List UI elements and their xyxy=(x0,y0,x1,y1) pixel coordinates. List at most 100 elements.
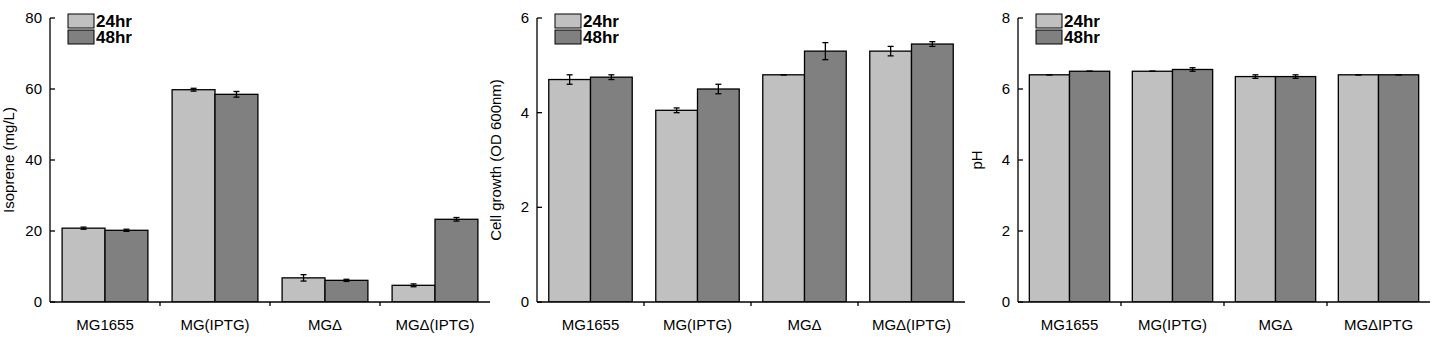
y-tick xyxy=(50,301,55,302)
error-line xyxy=(676,108,677,113)
bar xyxy=(1276,77,1316,302)
y-axis xyxy=(536,18,537,302)
panel: 0246MG1655MG(IPTG)MGΔMGΔ(IPTG)Cell growt… xyxy=(487,9,965,333)
x-tick xyxy=(1223,302,1224,306)
bar xyxy=(172,90,215,302)
error-cap xyxy=(1087,71,1093,72)
error-cap xyxy=(453,220,459,221)
x-tick xyxy=(1120,302,1121,306)
y-tick xyxy=(50,159,55,160)
y-tick xyxy=(1018,17,1023,18)
bar xyxy=(1173,69,1213,302)
y-tick-label: 80 xyxy=(25,9,42,26)
bar xyxy=(62,228,105,302)
error-cap xyxy=(1087,71,1093,72)
error-bar xyxy=(453,218,459,222)
error-cap xyxy=(301,280,307,281)
error-bar xyxy=(781,74,787,75)
error-cap xyxy=(567,74,573,75)
error-bar xyxy=(1190,68,1196,72)
y-tick-label: 2 xyxy=(521,198,529,215)
marks xyxy=(549,42,953,302)
error-cap xyxy=(674,107,680,108)
bar xyxy=(870,51,912,302)
x-tick xyxy=(379,302,380,306)
error-cap xyxy=(1396,74,1402,75)
legend: 24hr48hr xyxy=(555,12,619,47)
error-cap xyxy=(888,55,894,56)
legend-swatch xyxy=(68,14,94,28)
y-tick xyxy=(1018,230,1023,231)
x-tick-label: MGΔ xyxy=(308,316,342,333)
error-cap xyxy=(1293,74,1299,75)
error-bar xyxy=(674,108,680,113)
error-cap xyxy=(191,90,197,91)
error-bar xyxy=(1293,75,1299,79)
bar xyxy=(549,80,591,302)
error-cap xyxy=(81,226,87,227)
error-cap xyxy=(929,41,935,42)
error-cap xyxy=(191,88,197,89)
x-tick-label: MGΔ(IPTG) xyxy=(395,316,474,333)
y-tick-label: 40 xyxy=(25,151,42,168)
error-cap xyxy=(453,217,459,218)
panel: 020406080MG1655MG(IPTG)MGΔMGΔ(IPTG)Isopr… xyxy=(0,9,490,333)
bar xyxy=(1235,77,1275,302)
x-tick-label: MGΔ(IPTG) xyxy=(872,316,951,333)
y-tick xyxy=(50,88,55,89)
error-cap xyxy=(301,274,307,275)
error-cap xyxy=(781,74,787,75)
error-bar xyxy=(929,42,935,47)
error-bar xyxy=(822,43,828,60)
bar xyxy=(1029,75,1069,302)
x-tick-label: MG1655 xyxy=(562,316,620,333)
error-cap xyxy=(1046,74,1052,75)
error-bar xyxy=(1149,71,1155,72)
y-tick xyxy=(1018,301,1023,302)
x-tick-label: MG(IPTG) xyxy=(1138,316,1207,333)
error-cap xyxy=(781,74,787,75)
error-line xyxy=(569,75,570,84)
x-tick xyxy=(857,302,858,306)
bar xyxy=(282,278,325,302)
error-cap xyxy=(1293,78,1299,79)
bar xyxy=(763,75,805,302)
y-tick xyxy=(537,17,542,18)
y-tick xyxy=(50,17,55,18)
error-cap xyxy=(233,91,239,92)
bar xyxy=(105,230,148,302)
x-tick xyxy=(269,302,270,306)
y-tick xyxy=(537,301,542,302)
error-bar xyxy=(343,279,349,281)
error-cap xyxy=(1046,74,1052,75)
x-tick-label: MGΔIPTG xyxy=(1344,316,1413,333)
x-tick-label: MG1655 xyxy=(76,316,134,333)
error-cap xyxy=(1355,74,1361,75)
x-tick xyxy=(643,302,644,306)
error-line xyxy=(611,75,612,80)
error-bar xyxy=(608,75,614,80)
bar xyxy=(912,44,954,302)
legend-label: 48hr xyxy=(1064,28,1100,47)
bar xyxy=(325,280,368,302)
error-bar xyxy=(123,229,129,231)
error-cap xyxy=(929,46,935,47)
error-line xyxy=(932,42,933,47)
error-cap xyxy=(1190,67,1196,68)
x-tick-label: MGΔ xyxy=(1258,316,1292,333)
legend-swatch xyxy=(68,30,94,44)
error-cap xyxy=(123,231,129,232)
legend-swatch xyxy=(1036,30,1062,44)
legend-label: 48hr xyxy=(96,28,132,47)
y-tick-label: 2 xyxy=(1002,222,1010,239)
error-bar xyxy=(81,227,87,229)
legend-label: 48hr xyxy=(583,28,619,47)
y-tick-label: 6 xyxy=(1002,80,1010,97)
error-cap xyxy=(608,74,614,75)
y-tick-label: 4 xyxy=(521,104,529,121)
error-cap xyxy=(674,112,680,113)
y-tick-label: 0 xyxy=(521,293,529,310)
x-tick xyxy=(1326,302,1327,306)
x-tick-label: MGΔ xyxy=(787,316,821,333)
error-line xyxy=(890,46,891,55)
